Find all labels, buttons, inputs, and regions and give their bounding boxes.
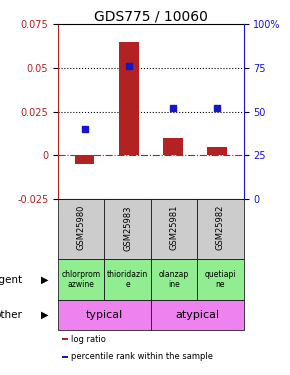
Bar xyxy=(58,300,151,330)
Text: thioridazin
e: thioridazin e xyxy=(107,270,148,289)
Text: GSM25983: GSM25983 xyxy=(123,205,132,251)
Bar xyxy=(151,259,197,300)
Text: GSM25981: GSM25981 xyxy=(169,205,179,251)
Bar xyxy=(104,199,151,259)
Title: GDS775 / 10060: GDS775 / 10060 xyxy=(94,9,208,23)
Text: quetiapi
ne: quetiapi ne xyxy=(204,270,236,289)
Bar xyxy=(62,356,68,358)
Text: other: other xyxy=(0,310,23,320)
Bar xyxy=(163,138,183,155)
Bar xyxy=(197,259,244,300)
Bar xyxy=(119,42,139,155)
Text: typical: typical xyxy=(86,310,123,320)
Text: ▶: ▶ xyxy=(41,274,49,285)
Text: chlorprom
azwine: chlorprom azwine xyxy=(62,270,101,289)
Text: ▶: ▶ xyxy=(41,310,49,320)
Bar xyxy=(58,259,104,300)
Bar xyxy=(58,199,104,259)
Bar xyxy=(151,300,244,330)
Bar xyxy=(75,155,95,164)
Text: agent: agent xyxy=(0,274,23,285)
Text: log ratio: log ratio xyxy=(71,334,106,344)
Text: GSM25980: GSM25980 xyxy=(77,205,86,251)
Text: percentile rank within the sample: percentile rank within the sample xyxy=(71,352,213,361)
Text: olanzap
ine: olanzap ine xyxy=(159,270,189,289)
Bar xyxy=(151,199,197,259)
Bar xyxy=(197,199,244,259)
Text: atypical: atypical xyxy=(175,310,219,320)
Bar xyxy=(207,147,227,155)
Text: GSM25982: GSM25982 xyxy=(216,205,225,251)
Bar xyxy=(62,338,68,340)
Bar xyxy=(104,259,151,300)
